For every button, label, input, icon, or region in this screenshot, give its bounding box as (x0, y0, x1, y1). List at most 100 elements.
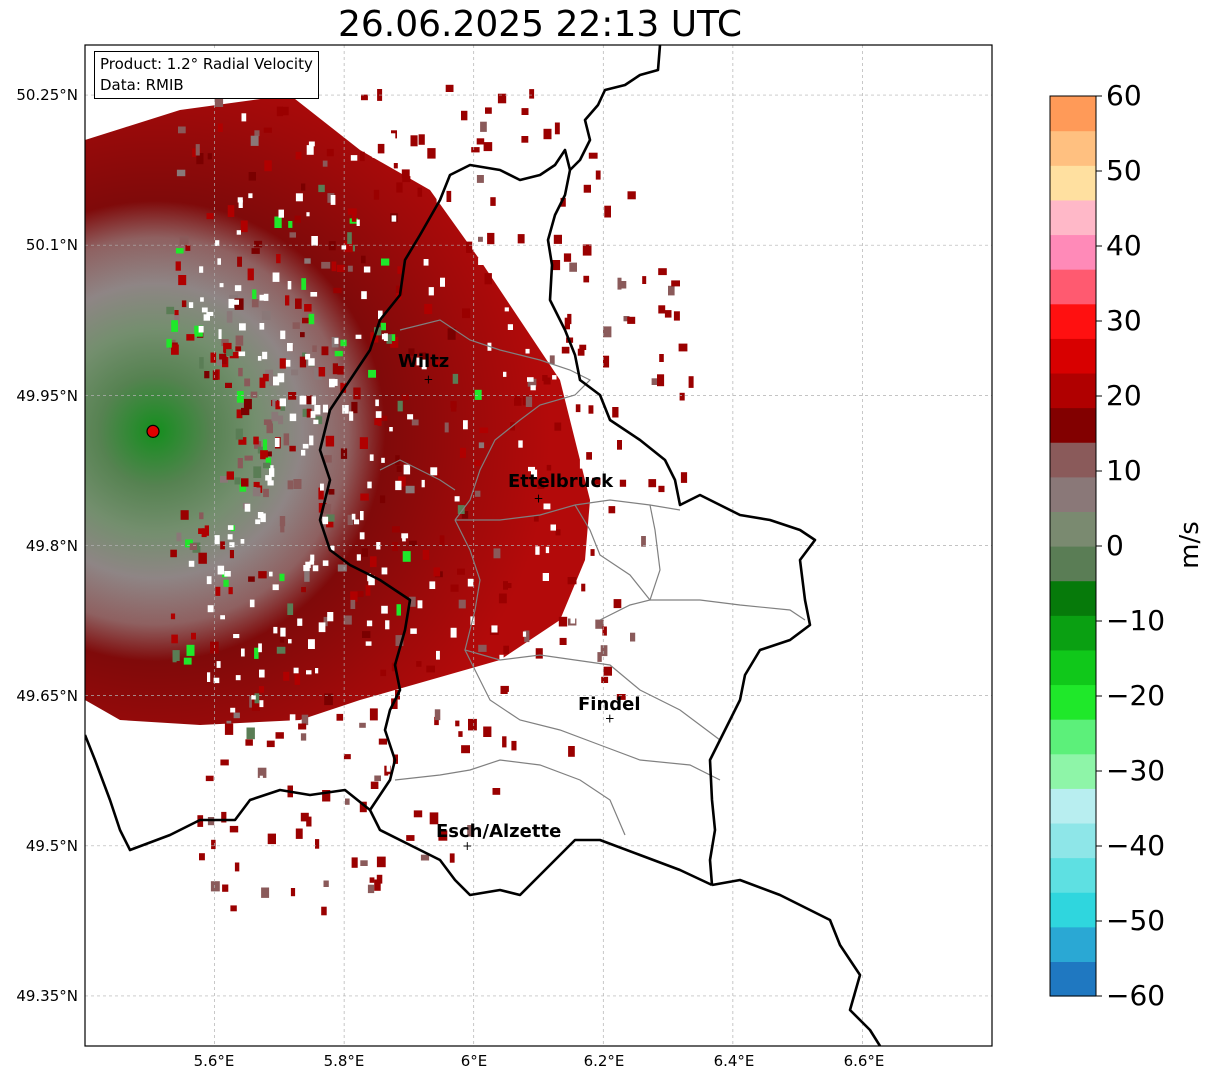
radar-speckle (345, 798, 350, 805)
radar-gap (467, 578, 474, 587)
radar-speckle (461, 511, 469, 519)
radar-gap (519, 739, 525, 746)
radar-speckle (226, 471, 234, 480)
colorbar-unit-label: m/s (1175, 521, 1205, 569)
radar-speckle (285, 295, 290, 306)
radar-speckle (434, 716, 439, 726)
radar-speckle (350, 599, 356, 609)
radar-speckle (447, 328, 456, 340)
radar-speckle (166, 338, 172, 348)
radar-speckle (582, 244, 592, 256)
radar-speckle (476, 175, 484, 183)
radar-gap (305, 561, 311, 568)
city-marker-icon: + (605, 712, 615, 726)
colorbar-segment (1050, 442, 1096, 478)
colorbar-segment (1050, 892, 1096, 928)
radar-gap (280, 627, 286, 637)
radar-gap (427, 773, 433, 781)
radar-speckle (221, 339, 229, 347)
radar-speckle (253, 436, 259, 445)
radar-gap (240, 729, 244, 738)
radar-speckle (370, 781, 379, 789)
radar-speckle (583, 275, 590, 283)
colorbar-segment (1050, 372, 1096, 409)
radar-gap (314, 405, 321, 415)
radar-speckle (196, 153, 204, 165)
colorbar-tick-label: −50 (1106, 904, 1166, 937)
radar-gap (356, 219, 360, 226)
radar-speckle (226, 311, 233, 323)
radar-speckle (224, 723, 234, 735)
radar-speckle (295, 298, 302, 309)
radar-speckle (524, 630, 530, 643)
radar-speckle (402, 176, 411, 183)
radar-speckle (271, 411, 279, 422)
radar-speckle (583, 184, 591, 193)
radar-gap (350, 155, 358, 161)
radar-speckle (402, 551, 411, 562)
radar-gap (329, 721, 335, 731)
radar-speckle (397, 400, 403, 412)
radar-speckle (471, 147, 480, 153)
radar-gap (219, 283, 224, 288)
radar-speckle (315, 839, 320, 849)
radar-gap (240, 539, 245, 544)
radar-gap (530, 385, 536, 391)
radar-gap (229, 542, 235, 548)
radar-speckle (549, 355, 555, 365)
radar-gap (224, 571, 231, 577)
radar-speckle (450, 584, 459, 592)
radar-speckle (172, 657, 177, 663)
radar-speckle (235, 428, 243, 440)
radar-speckle (279, 516, 286, 527)
radar-speckle (362, 631, 371, 638)
radar-gap (217, 565, 225, 575)
radar-speckle (642, 276, 647, 284)
radar-gap (390, 133, 396, 143)
radar-speckle (248, 576, 255, 582)
radar-speckle (424, 303, 433, 315)
radar-speckle (170, 613, 176, 620)
radar-speckle (630, 632, 636, 642)
product-label: Product: 1.2° Radial Velocity (100, 55, 313, 73)
radar-gap (450, 177, 456, 185)
colorbar-segment (1050, 649, 1096, 686)
radar-speckle (295, 828, 303, 839)
radar-speckle (237, 256, 242, 267)
radar-speckle (657, 374, 665, 387)
radar-speckle (287, 480, 294, 490)
radar-gap (570, 618, 576, 624)
radar-gap (513, 693, 519, 699)
radar-speckle (274, 216, 282, 228)
radar-gap (228, 298, 234, 309)
colorbar-tick-label: −10 (1106, 604, 1166, 637)
radar-gap (206, 576, 212, 585)
radar-speckle (212, 370, 218, 380)
radar-speckle (233, 712, 240, 719)
radar-gap (241, 648, 245, 657)
radar-speckle (367, 884, 375, 894)
radar-speckle (234, 862, 240, 872)
radar-speckle (220, 476, 228, 483)
lat-tick-label: 49.65°N (16, 687, 78, 705)
radar-gap (535, 546, 540, 555)
radar-speckle (680, 472, 688, 483)
radar-gap (381, 605, 388, 614)
radar-speckle (265, 369, 274, 379)
radar-speckle (308, 313, 315, 325)
radar-gap (227, 525, 234, 530)
radar-gap (220, 615, 225, 620)
radar-speckle (336, 264, 345, 272)
radar-speckle (171, 634, 178, 644)
radar-gap (272, 272, 280, 282)
radar-speckle (408, 540, 417, 546)
lat-tick-label: 49.95°N (16, 387, 78, 405)
radar-speckle (301, 278, 307, 290)
radar-speckle (263, 462, 271, 469)
city-marker-icon: + (462, 839, 472, 853)
radar-speckle (206, 213, 214, 220)
radar-speckle (295, 151, 302, 160)
radar-gap (365, 641, 372, 646)
radar-speckle (659, 354, 664, 362)
radar-speckle (257, 446, 266, 454)
